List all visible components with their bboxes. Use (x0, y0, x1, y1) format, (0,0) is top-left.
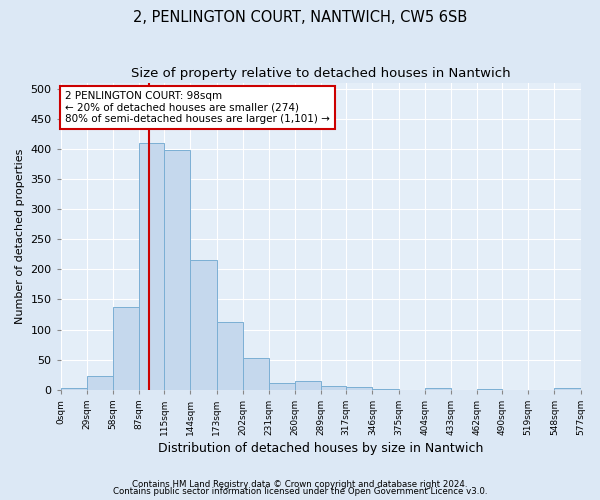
Bar (295, 381, 321, 390)
Bar (139, 143, 164, 390)
Bar (554, 388, 581, 390)
Bar (217, 322, 242, 390)
Bar (346, 386, 373, 390)
Bar (87, 376, 113, 390)
Text: Contains public sector information licensed under the Open Government Licence v3: Contains public sector information licen… (113, 487, 487, 496)
Bar (190, 260, 217, 390)
Text: 2 PENLINGTON COURT: 98sqm
← 20% of detached houses are smaller (274)
80% of semi: 2 PENLINGTON COURT: 98sqm ← 20% of detac… (65, 91, 330, 124)
Bar (113, 308, 139, 390)
Bar (269, 383, 295, 390)
Y-axis label: Number of detached properties: Number of detached properties (15, 148, 25, 324)
Bar (477, 389, 502, 390)
Title: Size of property relative to detached houses in Nantwich: Size of property relative to detached ho… (131, 68, 511, 80)
Bar (61, 388, 87, 390)
Text: 2, PENLINGTON COURT, NANTWICH, CW5 6SB: 2, PENLINGTON COURT, NANTWICH, CW5 6SB (133, 10, 467, 25)
Bar (242, 358, 269, 390)
Bar (164, 150, 190, 390)
Bar (373, 389, 398, 390)
Bar (425, 388, 451, 390)
Bar (321, 386, 346, 390)
X-axis label: Distribution of detached houses by size in Nantwich: Distribution of detached houses by size … (158, 442, 483, 455)
Text: Contains HM Land Registry data © Crown copyright and database right 2024.: Contains HM Land Registry data © Crown c… (132, 480, 468, 489)
